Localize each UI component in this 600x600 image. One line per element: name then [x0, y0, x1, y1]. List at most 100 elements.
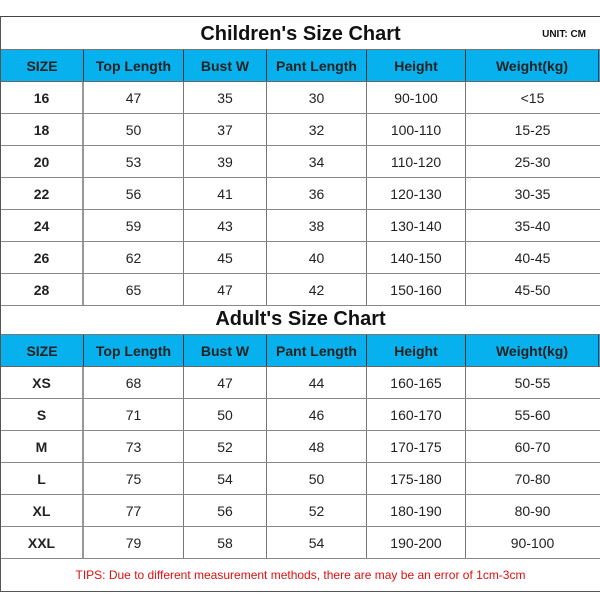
cell-weight: 90-100	[510, 534, 555, 551]
cell-height: 90-100	[367, 82, 466, 113]
cell-weight: 35-40	[514, 217, 551, 234]
cell-bust-w: 45	[184, 242, 267, 273]
adult-table-body: SIZE Top Length Bust W Pant Length Height Wei…	[1, 335, 600, 559]
cell-bust-w: 54	[184, 463, 267, 494]
table-row: 16 47 35 30 90-100 <15	[1, 82, 600, 114]
header-row: SIZE Top Length Bust W Pant Length Height Wei…	[1, 50, 600, 82]
table-row: L 75 54 50 175-180 70-80	[1, 463, 600, 495]
cell-height: 175-180	[367, 463, 466, 494]
cell-pant-length: 36	[267, 178, 367, 209]
cell-bust-w: 43	[184, 210, 267, 241]
header-weight: Weight(kg)	[466, 50, 599, 81]
cell-top-length: 73	[84, 431, 184, 462]
cell-weight: <15	[520, 89, 545, 106]
cell-top-length: 65	[84, 274, 184, 305]
cell-size: XXL	[1, 527, 84, 558]
cell-top-length: 59	[84, 210, 184, 241]
cell-weight: 30-35	[514, 185, 551, 202]
tips-note: TIPS: Due to different measurement metho…	[1, 559, 600, 592]
header-height: Height	[367, 50, 466, 81]
cell-bust-w: 58	[184, 527, 267, 558]
cell-top-length: 47	[84, 82, 184, 113]
cell-height: 160-165	[367, 367, 466, 398]
children-title-row: Children's Size Chart UNIT: CM	[1, 17, 600, 50]
children-table-body: SIZE Top Length Bust W Pant Length Height Wei…	[1, 50, 600, 306]
table-row: XS 68 47 44 160-165 50-55	[1, 367, 600, 399]
table-row: M 73 52 48 170-175 60-70	[1, 431, 600, 463]
cell-pant-length: 44	[267, 367, 367, 398]
cell-top-length: 50	[84, 114, 184, 145]
cell-height: 160-170	[367, 399, 466, 430]
cell-bust-w: 56	[184, 495, 267, 526]
header-weight: Weight(kg)	[466, 335, 599, 366]
header-pant-length: Pant Length	[267, 335, 367, 366]
cell-size: 20	[1, 146, 84, 177]
cell-pant-length: 42	[267, 274, 367, 305]
cell-top-length: 68	[84, 367, 184, 398]
header-top-length: Top Length	[84, 335, 184, 366]
cell-pant-length: 50	[267, 463, 367, 494]
cell-top-length: 77	[84, 495, 184, 526]
cell-top-length: 71	[84, 399, 184, 430]
cell-height: 180-190	[367, 495, 466, 526]
cell-size: L	[1, 463, 84, 494]
cell-weight: 15-25	[514, 121, 551, 138]
cell-weight: 50-55	[514, 374, 551, 391]
header-size: SIZE	[1, 50, 84, 81]
table-row: 26 62 45 40 140-150 40-45	[1, 242, 600, 274]
header-top-length: Top Length	[84, 50, 184, 81]
cell-bust-w: 41	[184, 178, 267, 209]
cell-size: XS	[1, 367, 84, 398]
cell-bust-w: 47	[184, 367, 267, 398]
table-row: S 71 50 46 160-170 55-60	[1, 399, 600, 431]
cell-top-length: 53	[84, 146, 184, 177]
cell-pant-length: 34	[267, 146, 367, 177]
cell-top-length: 62	[84, 242, 184, 273]
table-row: XXL 79 58 54 190-200 90-100	[1, 527, 600, 559]
adult-title-row: Adult's Size Chart	[1, 302, 600, 335]
cell-height: 110-120	[367, 146, 466, 177]
header-row: SIZE Top Length Bust W Pant Length Height Wei…	[1, 335, 600, 367]
table-row: 22 56 41 36 120-130 30-35	[1, 178, 600, 210]
cell-bust-w: 35	[184, 82, 267, 113]
cell-top-length: 75	[84, 463, 184, 494]
cell-height: 100-110	[367, 114, 466, 145]
cell-top-length: 79	[84, 527, 184, 558]
header-bust-w: Bust W	[184, 50, 267, 81]
cell-pant-length: 40	[267, 242, 367, 273]
cell-pant-length: 32	[267, 114, 367, 145]
cell-bust-w: 39	[184, 146, 267, 177]
cell-height: 190-200	[367, 527, 466, 558]
cell-bust-w: 47	[184, 274, 267, 305]
cell-size: 16	[1, 82, 84, 113]
cell-height: 140-150	[367, 242, 466, 273]
cell-size: 18	[1, 114, 84, 145]
cell-size: S	[1, 399, 84, 430]
cell-top-length: 56	[84, 178, 184, 209]
cell-pant-length: 54	[267, 527, 367, 558]
unit-label: UNIT: CM	[542, 29, 586, 40]
cell-pant-length: 30	[267, 82, 367, 113]
cell-bust-w: 50	[184, 399, 267, 430]
table-row: 20 53 39 34 110-120 25-30	[1, 146, 600, 178]
table-row: 28 65 47 42 150-160 45-50	[1, 274, 600, 306]
cell-weight: 55-60	[514, 406, 551, 423]
children-title: Children's Size Chart	[200, 23, 401, 45]
cell-size: 24	[1, 210, 84, 241]
cell-pant-length: 46	[267, 399, 367, 430]
cell-size: 26	[1, 242, 84, 273]
cell-height: 120-130	[367, 178, 466, 209]
cell-height: 170-175	[367, 431, 466, 462]
header-pant-length: Pant Length	[267, 50, 367, 81]
adult-title: Adult's Size Chart	[215, 308, 386, 330]
cell-bust-w: 37	[184, 114, 267, 145]
cell-size: M	[1, 431, 84, 462]
header-size: SIZE	[1, 335, 84, 366]
cell-height: 150-160	[367, 274, 466, 305]
header-height: Height	[367, 335, 466, 366]
cell-size: 22	[1, 178, 84, 209]
cell-weight: 70-80	[514, 470, 551, 487]
table-row: XL 77 56 52 180-190 80-90	[1, 495, 600, 527]
